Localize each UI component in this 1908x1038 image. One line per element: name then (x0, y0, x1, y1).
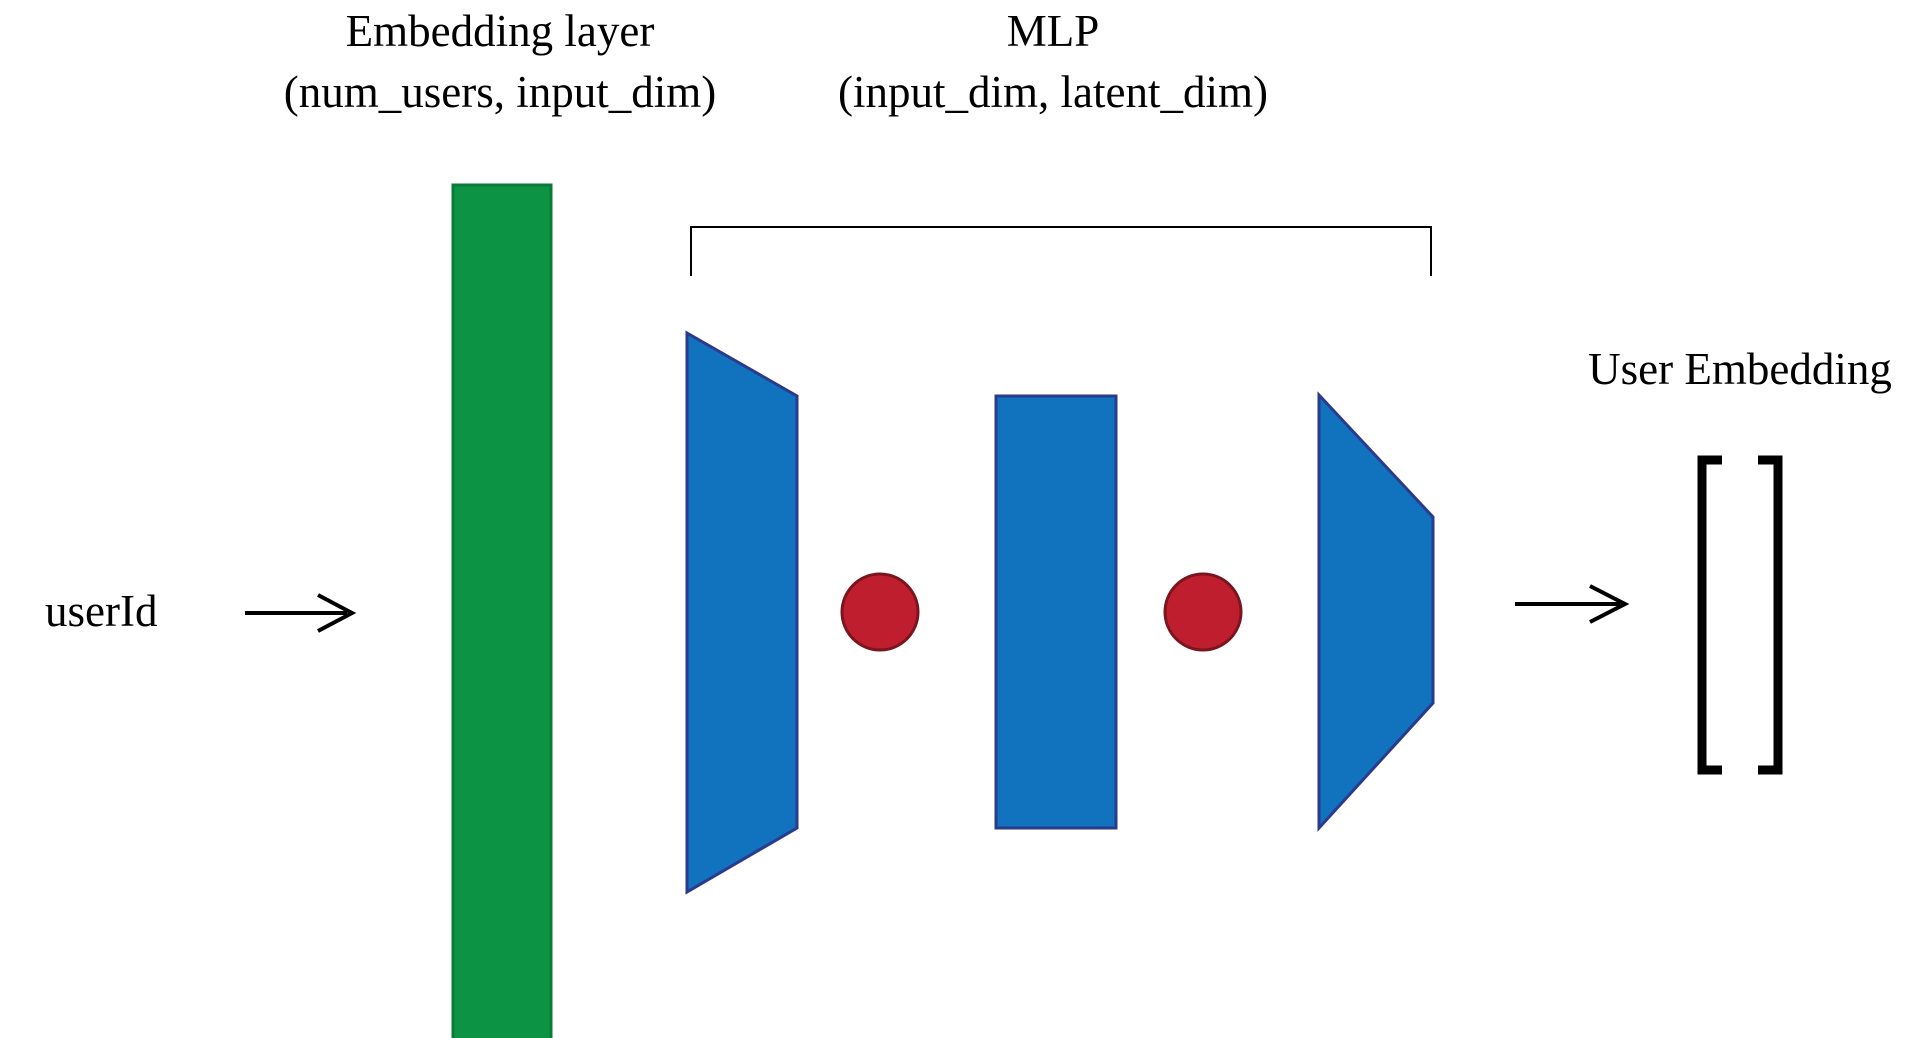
output-arrow (1515, 584, 1630, 624)
embedding-layer-title: Embedding layer (346, 6, 655, 56)
mlp-bracket (690, 226, 1432, 276)
mlp-hidden-layer (994, 394, 1118, 830)
output-vector-brackets (1697, 455, 1783, 775)
mlp-shape: (input_dim, latent_dim) (838, 67, 1268, 117)
embedding-layer-block (451, 183, 553, 1038)
user-id-label: userId (45, 586, 157, 636)
activation-node-1 (840, 572, 920, 652)
left-bracket (1697, 455, 1722, 775)
mlp-output-layer (1317, 391, 1435, 832)
input-arrow (245, 593, 357, 633)
embedding-layer-shape: (num_users, input_dim) (284, 67, 716, 117)
right-bracket (1758, 455, 1783, 775)
mlp-input-layer (685, 330, 799, 895)
activation-node-2 (1163, 572, 1243, 652)
mlp-title: MLP (1007, 6, 1100, 56)
user-embedding-label: User Embedding (1588, 344, 1892, 394)
